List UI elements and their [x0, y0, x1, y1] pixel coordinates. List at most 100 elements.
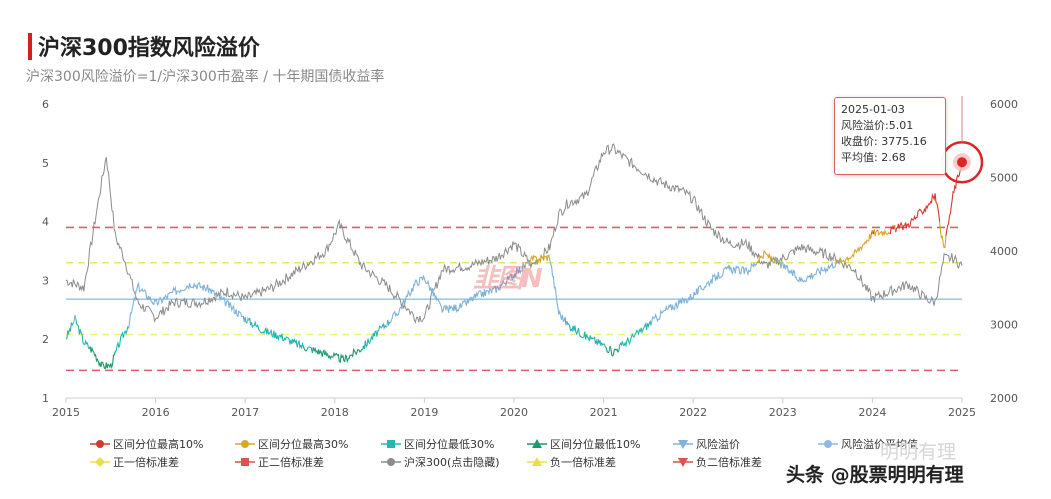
legend-label: 区间分位最低10%	[550, 438, 641, 451]
legend-label: 风险溢价平均值	[841, 438, 918, 451]
series-risk-premium-segment	[873, 229, 878, 237]
legend-item[interactable]: 负一倍标准差	[527, 454, 616, 470]
series-risk-premium-segment	[889, 224, 896, 235]
y-left-tick-label: 3	[42, 274, 49, 287]
x-tick-label: 2020	[500, 406, 528, 419]
series-risk-premium-segment	[605, 347, 610, 354]
legend-marker-icon	[818, 439, 838, 449]
series-risk-premium-segment	[609, 345, 620, 357]
series-risk-premium-segment	[72, 314, 77, 324]
series-risk-premium-segment	[945, 162, 963, 236]
legend-marker-icon	[381, 457, 401, 467]
series-risk-premium-segment	[389, 261, 527, 324]
watermark-text: 头条 @股票明明有理	[786, 464, 964, 486]
legend-marker-icon	[381, 439, 401, 449]
series-risk-premium-segment	[877, 228, 891, 237]
series-risk-premium-segment	[780, 260, 784, 269]
legend-label: 区间分位最低30%	[404, 438, 495, 451]
tooltip-average: 平均值: 2.68	[841, 151, 906, 164]
y-right-tick-label: 4000	[990, 245, 1018, 258]
legend-label: 负二倍标准差	[696, 456, 762, 469]
x-tick-label: 2019	[410, 406, 438, 419]
y-left-tick-label: 4	[42, 216, 49, 229]
series-risk-premium-segment	[782, 260, 837, 283]
legend-item[interactable]: 区间分位最高30%	[235, 436, 348, 452]
legend-marker-icon	[90, 439, 110, 449]
center-watermark: 韭图N	[473, 264, 543, 294]
legend-label: 正一倍标准差	[113, 456, 179, 469]
tooltip-close: 收盘价: 3775.16	[841, 135, 927, 148]
y-left-tick-label: 1	[42, 392, 49, 405]
legend-marker-icon	[235, 457, 255, 467]
legend-label: 正二倍标准差	[258, 456, 324, 469]
legend-item[interactable]: 区间分位最低30%	[381, 436, 494, 452]
legend-item[interactable]: 风险溢价平均值	[818, 436, 918, 452]
legend-item[interactable]: 沪深300(点击隐藏)	[381, 454, 500, 470]
legend-item[interactable]: 负二倍标准差	[673, 454, 762, 470]
series-risk-premium-segment	[89, 346, 117, 370]
series-risk-premium-segment	[549, 260, 566, 323]
series-risk-premium-segment	[939, 221, 947, 249]
chart-subtitle: 沪深300风险溢价=1/沪深300市盈率 / 十年期国债收益率	[26, 69, 385, 85]
series-risk-premium-segment	[246, 316, 251, 324]
y-left-tick-label: 6	[42, 98, 49, 111]
legend-item[interactable]: 风险溢价	[673, 436, 740, 452]
x-tick-label: 2017	[231, 406, 259, 419]
series-risk-premium-segment	[312, 346, 363, 364]
series-risk-premium-segment	[756, 250, 774, 265]
series-risk-premium-segment	[895, 192, 941, 233]
series-risk-premium-segment	[838, 233, 873, 265]
x-tick-label: 2018	[321, 406, 349, 419]
legend-label: 沪深300(点击隐藏)	[404, 456, 500, 469]
y-right-tick-label: 3000	[990, 319, 1018, 332]
series-risk-premium-segment	[528, 254, 551, 266]
legend-item[interactable]: 正一倍标准差	[90, 454, 179, 470]
x-tick-label: 2021	[590, 406, 618, 419]
series-risk-premium-segment	[128, 281, 244, 329]
legend-label: 负一倍标准差	[550, 456, 616, 469]
series-risk-premium-segment	[75, 319, 89, 348]
y-left-tick-label: 5	[42, 157, 49, 170]
data-tooltip: 2025-01-03 风险溢价:5.01 收盘价: 3775.16 平均值: 2…	[834, 97, 946, 175]
series-risk-premium-segment	[650, 261, 758, 326]
legend-item[interactable]: 正二倍标准差	[235, 454, 324, 470]
series-risk-premium-segment	[65, 322, 74, 340]
series-risk-premium-segment	[773, 256, 777, 264]
legend-marker-icon	[90, 457, 110, 467]
y-right-tick-label: 5000	[990, 172, 1018, 185]
watermark-ghost-text: 明明有理	[880, 441, 957, 463]
series-risk-premium-segment	[249, 317, 304, 350]
legend-marker-icon	[673, 439, 693, 449]
series-risk-premium-segment	[776, 260, 781, 264]
series-risk-premium-segment	[115, 325, 130, 351]
legend-marker-icon	[527, 439, 547, 449]
series-risk-premium-segment	[618, 320, 652, 351]
legend-item[interactable]: 区间分位最低10%	[527, 436, 640, 452]
highlight-point	[957, 157, 967, 168]
legend-label: 区间分位最高30%	[258, 438, 349, 451]
series-risk-premium-segment	[566, 321, 607, 349]
legend-label: 风险溢价	[696, 438, 740, 451]
x-tick-label: 2015	[52, 406, 80, 419]
chart-title: 沪深300指数风险溢价	[38, 36, 260, 61]
legend-item[interactable]: 区间分位最高10%	[90, 436, 203, 452]
legend-marker-icon	[527, 457, 547, 467]
x-tick-label: 2023	[769, 406, 797, 419]
series-risk-premium-segment	[306, 346, 311, 351]
legend-marker-icon	[235, 439, 255, 449]
series-risk-premium-segment	[310, 347, 313, 354]
x-tick-label: 2016	[142, 406, 170, 419]
tooltip-premium: 风险溢价:5.01	[841, 119, 914, 132]
x-tick-label: 2024	[858, 406, 886, 419]
title-accent-bar	[28, 33, 32, 60]
y-left-tick-label: 2	[42, 333, 49, 346]
series-risk-premium-segment	[302, 346, 308, 352]
series-risk-premium-segment	[608, 345, 611, 353]
legend-label: 区间分位最高10%	[113, 438, 204, 451]
x-tick-label: 2025	[948, 406, 976, 419]
series-risk-premium-segment	[363, 322, 387, 349]
series-risk-premium-segment	[387, 319, 391, 327]
y-right-tick-label: 6000	[990, 98, 1018, 111]
legend-marker-icon	[673, 457, 693, 467]
